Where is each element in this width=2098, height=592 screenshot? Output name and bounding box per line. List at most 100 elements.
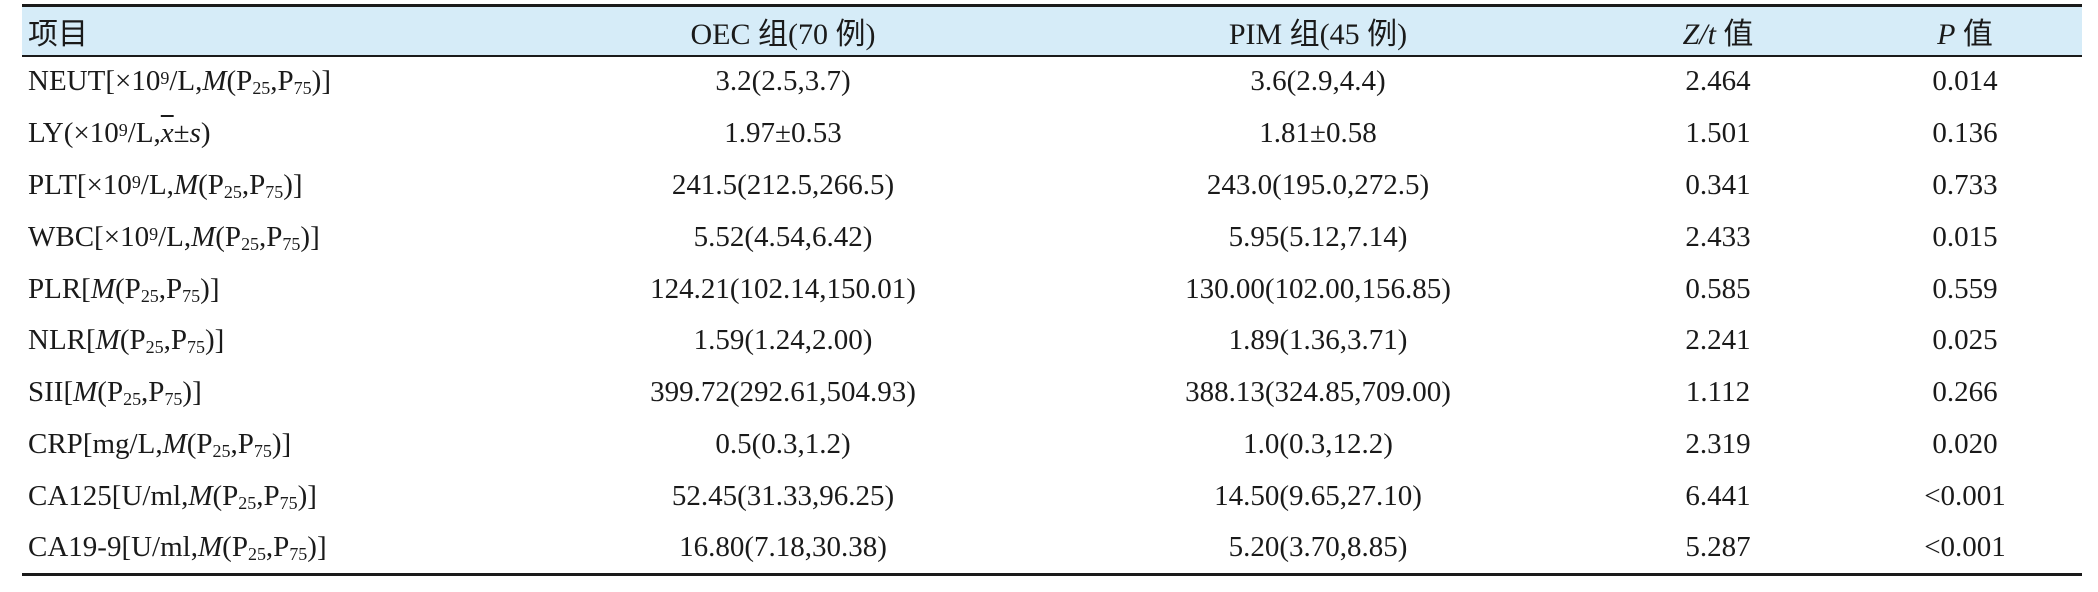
label-unit: /L, — [140, 168, 174, 201]
cell-p-value: 0.014 — [1932, 65, 1998, 98]
label-prefix: NLR[ — [28, 324, 96, 357]
cell-oec: 52.45(31.33,96.25) — [671, 480, 895, 513]
median-symbol: M — [173, 168, 199, 201]
cell-p-value: 0.559 — [1932, 272, 1998, 305]
label-exponent: 9 — [131, 171, 141, 192]
label-stat-form: x±s — [160, 116, 201, 149]
table-row: WBC[×109/L,M(P25,P75)] 5.52(4.54,6.42) 5.9… — [22, 211, 2082, 263]
cell-p-value: <0.001 — [1924, 480, 2006, 513]
cell-pim: 1.89(1.36,3.71) — [1228, 324, 1408, 357]
median-symbol: M — [73, 376, 98, 409]
cell-item: LY(×109/L,x±s) — [22, 107, 518, 159]
cell-statistic: 2.241 — [1685, 324, 1751, 357]
header-p-suffix: 值 — [1955, 17, 1993, 51]
label-suffix: ] — [307, 480, 317, 513]
label-prefix: CA125[ — [28, 480, 122, 513]
label-prefix: NEUT[×10 — [28, 65, 161, 98]
label-stat-form: M(P25,P75) — [73, 376, 193, 410]
cell-item: CA19-9[U/ml,M(P25,P75)] — [22, 523, 518, 575]
table-row: SII[M(P25,P75)] 399.72(292.61,504.93) 388.… — [22, 367, 2082, 419]
median-symbol: M — [197, 531, 223, 564]
cell-p-value: 0.015 — [1932, 220, 1998, 253]
cell-p-value: 0.266 — [1932, 376, 1998, 409]
subscript-75: 75 — [253, 441, 272, 462]
label-unit: U/ml, — [121, 480, 189, 513]
cell-item: NEUT[×109/L,M(P25,P75)] — [22, 56, 518, 108]
label-suffix: ] — [321, 65, 331, 98]
label-suffix: ] — [214, 324, 225, 357]
subscript-25: 25 — [212, 441, 231, 462]
cell-pim: 243.0(195.0,272.5) — [1206, 168, 1430, 201]
subscript-25: 25 — [140, 285, 159, 306]
subscript-25: 25 — [247, 544, 266, 565]
subscript-75: 75 — [282, 233, 301, 254]
label-prefix: LY(×10 — [28, 116, 119, 149]
subscript-25: 25 — [123, 389, 142, 410]
subscript-75: 75 — [164, 389, 183, 410]
table-row: CA125[U/ml,M(P25,P75)] 52.45(31.33,96.25)… — [22, 471, 2082, 523]
table-row: PLR[M(P25,P75)] 124.21(102.14,150.01) 130.… — [22, 263, 2082, 315]
cell-item: WBC[×109/L,M(P25,P75)] — [22, 211, 518, 263]
label-suffix: ) — [200, 116, 211, 149]
cell-item: CRP[mg/L,M(P25,P75)] — [22, 419, 518, 471]
cell-item: CA125[U/ml,M(P25,P75)] — [22, 471, 518, 523]
header-p-symbol: P — [1937, 17, 1956, 51]
label-stat-form: M(P25,P75) — [188, 480, 308, 514]
cell-pim: 14.50(9.65,27.10) — [1214, 480, 1422, 513]
header-statistic: Z/t 值 — [1588, 6, 1848, 56]
label-prefix: SII[ — [28, 376, 74, 409]
header-item: 项目 — [28, 17, 88, 51]
header-pim-group: PIM 组(45 例) — [1228, 17, 1408, 51]
header-oec-group: OEC 组(70 例) — [690, 17, 876, 51]
cell-oec: 1.97±0.53 — [724, 116, 842, 149]
label-stat-form: M(P25,P75) — [191, 220, 311, 254]
subscript-75: 75 — [182, 285, 201, 306]
median-symbol: M — [90, 272, 116, 305]
cell-pim: 5.20(3.70,8.85) — [1228, 531, 1408, 564]
median-symbol: M — [202, 65, 227, 98]
cell-p-value: 0.025 — [1932, 324, 1998, 357]
table-row: NEUT[×109/L,M(P25,P75)] 3.2(2.5,3.7) 3.6(2… — [22, 56, 2082, 108]
table-row: PLT[×109/L,M(P25,P75)] 241.5(212.5,266.5)… — [22, 159, 2082, 211]
label-unit: /L, — [127, 116, 161, 149]
label-stat-form: M(P25,P75) — [95, 324, 215, 358]
subscript-25: 25 — [241, 233, 260, 254]
median-symbol: M — [191, 220, 216, 253]
data-table-container: 项目 OEC 组(70 例) PIM 组(45 例) Z/t 值 P 值 NEU… — [22, 4, 2082, 576]
label-exponent: 9 — [160, 68, 170, 89]
cell-statistic: 0.585 — [1685, 272, 1751, 305]
cell-statistic: 2.319 — [1685, 428, 1751, 461]
label-suffix: ] — [310, 220, 320, 253]
label-stat-form: M(P25,P75) — [90, 272, 210, 306]
subscript-75: 75 — [187, 337, 205, 358]
cell-pim: 388.13(324.85,709.00) — [1185, 376, 1451, 409]
label-exponent: 9 — [149, 223, 159, 244]
label-prefix: CA19-9[ — [28, 531, 132, 564]
label-exponent: 9 — [118, 119, 128, 140]
cell-item: NLR[M(P25,P75)] — [22, 315, 518, 367]
cell-p-value: 0.136 — [1932, 116, 1998, 149]
subscript-75: 75 — [293, 78, 312, 99]
cell-p-value: <0.001 — [1924, 531, 2006, 564]
label-stat-form: M(P25,P75) — [162, 428, 282, 462]
cell-oec: 3.2(2.5,3.7) — [715, 65, 851, 98]
subscript-25: 25 — [238, 493, 257, 514]
cell-oec: 399.72(292.61,504.93) — [650, 376, 916, 409]
header-statistic-symbol: Z/t — [1682, 17, 1716, 51]
cell-statistic: 6.441 — [1685, 480, 1751, 513]
label-unit: /L, — [158, 220, 192, 253]
median-symbol: M — [188, 480, 213, 513]
cell-statistic: 2.433 — [1685, 220, 1751, 253]
cell-pim: 5.95(5.12,7.14) — [1228, 220, 1408, 253]
label-suffix: ] — [281, 428, 292, 461]
label-unit: mg/L, — [92, 428, 163, 461]
cell-statistic: 1.112 — [1685, 376, 1751, 409]
label-stat-form: M(P25,P75) — [197, 531, 317, 565]
label-prefix: PLR[ — [28, 272, 91, 305]
label-suffix: ] — [192, 376, 202, 409]
label-stat-form: M(P25,P75) — [202, 65, 322, 99]
cell-p-value: 0.733 — [1932, 168, 1998, 201]
label-suffix: ] — [292, 168, 303, 201]
label-suffix: ] — [316, 531, 327, 564]
cell-oec: 16.80(7.18,30.38) — [679, 531, 887, 564]
